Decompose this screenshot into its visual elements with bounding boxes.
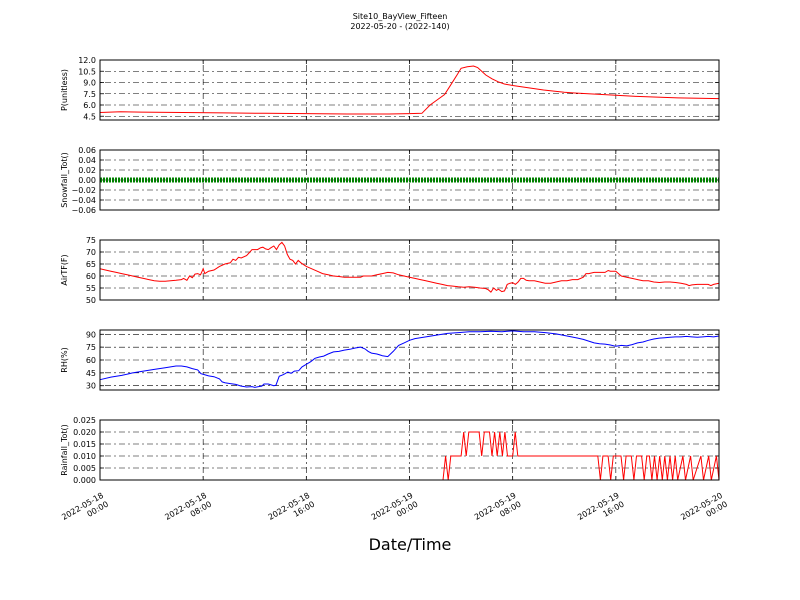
y-tick-label: 65 (86, 260, 96, 269)
y-tick-label: 7.5 (83, 90, 96, 99)
x-tick-label: 2022-05-1900:00 (370, 491, 420, 531)
axes-frame (99, 239, 720, 301)
x-tick-label: 2022-05-1916:00 (576, 491, 626, 531)
y-tick-label: −0.02 (71, 186, 96, 195)
y-tick-label: 75 (86, 236, 96, 245)
axes-frame (99, 329, 720, 391)
y-tick-label: 50 (86, 296, 96, 305)
y-tick-label: 0.015 (73, 440, 96, 449)
y-tick-label: 0.02 (78, 166, 96, 175)
y-tick-label: 12.0 (78, 56, 96, 65)
y-axis-label: RH(%) (60, 347, 69, 372)
x-tick-label: 2022-05-1808:00 (163, 491, 213, 531)
y-tick-label: 0.005 (73, 464, 96, 473)
y-tick-label: 45 (86, 369, 96, 378)
y-tick-label: −0.06 (71, 206, 96, 215)
y-tick-label: 60 (86, 272, 96, 281)
y-tick-label: 0.06 (78, 146, 96, 155)
subplot-5: 0.025 0.020 0.015 0.010 0.005 0.000 Rainfall_T… (60, 416, 720, 485)
subplot-3: 75 70 65 60 55 50 AirTF(F) (60, 236, 720, 305)
x-axis: 2022-05-1800:00 2022-05-1808:00 2022-05-18… (60, 491, 729, 531)
subplot-1: 12.0 10.5 9.0 7.5 6.0 4.5 P(unitless) (60, 56, 720, 121)
y-tick-label: 70 (86, 248, 96, 257)
x-tick-label: 2022-05-1800:00 (60, 491, 110, 531)
axes-frame (99, 419, 720, 481)
y-tick-label: 30 (86, 382, 96, 391)
y-axis-label: Snowfall_Tot() (60, 152, 69, 208)
x-tick-label: 2022-05-1816:00 (267, 491, 317, 531)
y-axis-label: P(unitless) (60, 69, 69, 111)
subplots: 12.010.59.07.56.04.5P(unitless)0.060.040… (60, 56, 720, 485)
chart-title: Site10_BayView_Fifteen (353, 12, 448, 21)
subplot-4: 90 75 60 45 30 RH(%) (60, 329, 720, 391)
y-tick-label: 0.010 (73, 452, 96, 461)
y-tick-label: 55 (86, 284, 96, 293)
y-tick-label: 0.04 (78, 156, 96, 165)
y-axis-label: AirTF(F) (60, 254, 69, 285)
y-tick-label: 0.025 (73, 416, 96, 425)
series-line (100, 431, 720, 481)
series-line (99, 241, 720, 293)
chart-subtitle: 2022-05-20 - (2022-140) (350, 22, 449, 31)
x-axis-label: Date/Time (369, 535, 452, 554)
y-tick-label: 60 (86, 356, 96, 365)
y-axis-label: Rainfall_Tot() (60, 424, 69, 476)
y-tick-label: 0.00 (78, 176, 96, 185)
y-tick-label: 10.5 (78, 67, 96, 76)
y-tick-label: 90 (86, 330, 96, 339)
y-tick-label: 0.000 (73, 476, 96, 485)
x-tick-label: 2022-05-1908:00 (473, 491, 523, 531)
y-tick-label: 0.020 (73, 428, 96, 437)
axes-frame (99, 149, 720, 211)
y-tick-label: −0.04 (71, 196, 96, 205)
subplot-2: 0.060.040.020.00−0.02−0.04−0.06Snowfall_… (60, 146, 720, 215)
axes-frame (99, 59, 720, 121)
series-line (99, 65, 720, 115)
y-tick-label: 6.0 (83, 101, 96, 110)
series-line (99, 330, 720, 388)
y-tick-label: 9.0 (83, 79, 96, 88)
y-tick-label: 4.5 (83, 112, 96, 121)
x-tick-label: 2022-05-2000:00 (679, 491, 729, 531)
y-tick-label: 75 (86, 343, 96, 352)
